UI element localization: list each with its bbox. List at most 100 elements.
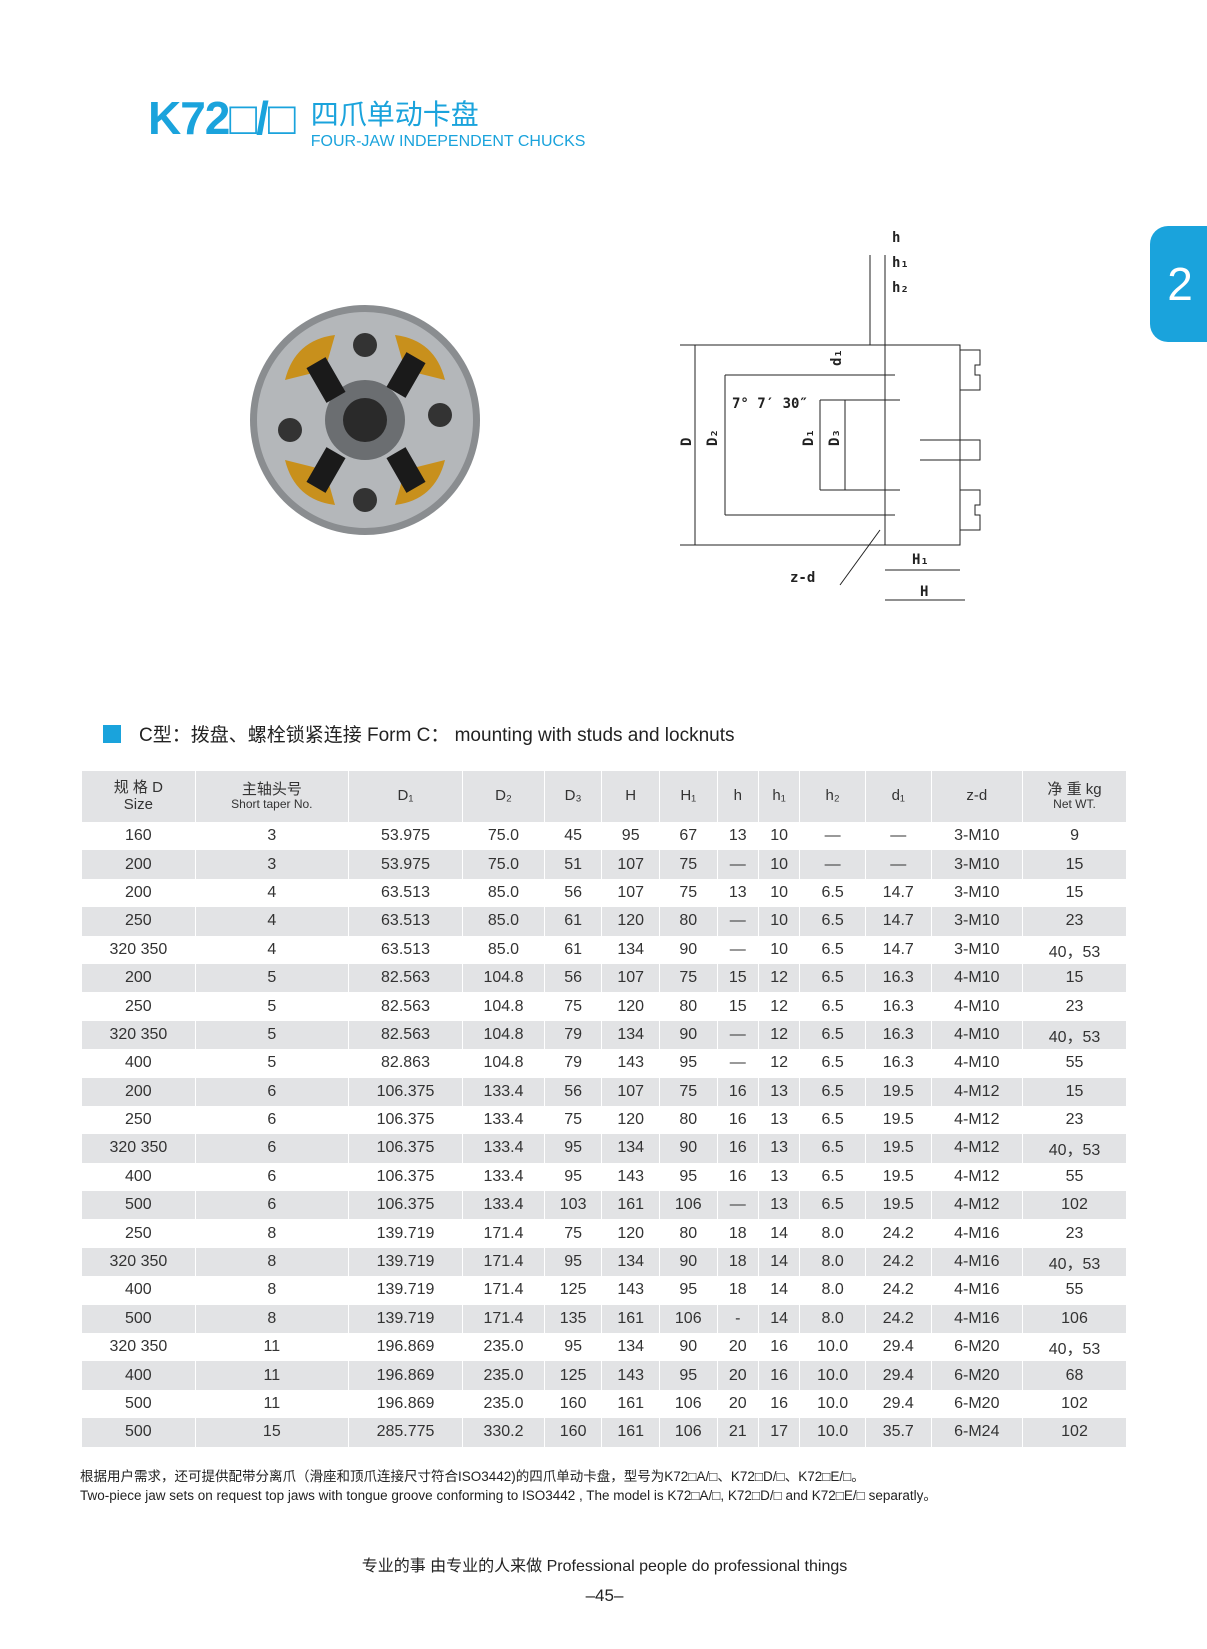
table-cell: 12 — [758, 1049, 801, 1078]
table-cell: 23 — [1022, 907, 1127, 936]
label-D3: D₃ — [827, 429, 843, 446]
table-cell: 24.2 — [865, 1247, 932, 1277]
table-cell: 4-M16 — [931, 1219, 1024, 1248]
table-cell: 400 — [82, 1049, 196, 1078]
table-row: 320 350 8 139.719 171.4 95 134 90 18 14 8.0 24.2 4-… — [82, 1247, 1127, 1277]
table-cell: 6.5 — [799, 1077, 866, 1106]
table-cell: 107 — [601, 850, 660, 879]
table-cell: 8 — [195, 1247, 349, 1277]
table-cell: 11 — [195, 1389, 349, 1419]
label-D: D — [680, 438, 695, 446]
table-cell: 10 — [758, 850, 801, 879]
label-d1: d₁ — [829, 349, 845, 366]
table-cell: 196.869 — [348, 1361, 464, 1390]
table-cell: 24.2 — [865, 1304, 932, 1334]
table-row: 320 350 5 82.563 104.8 79 134 90—12 6.5 16.3 4-M1… — [82, 1020, 1127, 1050]
table-cell: 51 — [544, 850, 603, 879]
table-cell: 161 — [601, 1389, 660, 1419]
table-cell: 14 — [758, 1219, 801, 1248]
table-cell: 80 — [659, 992, 718, 1021]
table-cell: 95 — [601, 822, 660, 851]
table-cell: 8 — [195, 1276, 349, 1305]
table-row: 320 350 6 106.375 133.4 95 134 90 16 13 6.5 19.5 4-… — [82, 1134, 1127, 1163]
table-cell: 6.5 — [799, 963, 866, 993]
table-cell: 18 — [717, 1219, 759, 1248]
table-cell: 82.863 — [348, 1049, 464, 1078]
table-cell: 16 — [717, 1077, 759, 1106]
table-cell: 29.4 — [865, 1389, 932, 1419]
table-row: 250 8 139.719 171.4 75 120 80 18 14 8.0 24.2 4-M16 2… — [82, 1219, 1127, 1248]
label-D2: D₂ — [705, 429, 721, 446]
table-row: 160 3 53.975 75.0 45 95 67 13 10— —3-M10 9 — [82, 822, 1127, 851]
table-cell: 14 — [758, 1276, 801, 1305]
table-cell: 106.375 — [348, 1134, 464, 1163]
column-header: 规 格 D Size — [82, 771, 196, 822]
table-cell: 10.0 — [799, 1361, 866, 1390]
table-cell: 143 — [601, 1162, 660, 1192]
table-cell: 3-M10 — [931, 850, 1024, 879]
table-cell: 90 — [659, 935, 718, 964]
table-cell: 200 — [82, 878, 196, 908]
table-cell: 14.7 — [865, 878, 932, 908]
table-cell: 161 — [601, 1418, 660, 1447]
table-cell: 235.0 — [462, 1333, 545, 1362]
table-cell: 16.3 — [865, 992, 932, 1021]
table-row: 500 6 106.375 133.4 103 161 106—13 6.5 19.5 4-M12… — [82, 1191, 1127, 1220]
table-cell: 400 — [82, 1276, 196, 1305]
table-cell: 15 — [1022, 878, 1127, 908]
table-row: 400 5 82.863 104.8 79 143 95—12 6.5 16.3 4-M10 55 — [82, 1049, 1127, 1078]
table-cell: 400 — [82, 1162, 196, 1192]
table-cell: 95 — [544, 1134, 603, 1163]
table-cell: 200 — [82, 1077, 196, 1106]
table-cell: 15 — [1022, 963, 1127, 993]
table-cell: 103 — [544, 1191, 603, 1220]
table-cell: 133.4 — [462, 1077, 545, 1106]
header-text: d₁ — [891, 787, 905, 805]
header-text: 净 重 kg — [1047, 780, 1102, 798]
table-cell: 12 — [758, 992, 801, 1021]
table-cell: — — [717, 1020, 759, 1050]
table-cell: 18 — [717, 1247, 759, 1277]
table-cell: 8 — [195, 1219, 349, 1248]
table-row: 400 6 106.375 133.4 95 143 95 16 13 6.5 19.5 4-M12 5… — [82, 1162, 1127, 1192]
table-cell: 82.563 — [348, 1020, 464, 1050]
table-cell: 133.4 — [462, 1191, 545, 1220]
table-cell: 120 — [601, 1219, 660, 1248]
table-cell: 14 — [758, 1304, 801, 1334]
table-cell: 40，53 — [1022, 1134, 1127, 1163]
table-cell: 104.8 — [462, 963, 545, 993]
table-row: 320 350 11 196.869 235.0 95 134 90 20 16 10.0 29.4… — [82, 1333, 1127, 1362]
table-cell: 133.4 — [462, 1162, 545, 1192]
header-text: H₁ — [680, 787, 697, 805]
header-text: Net WT. — [1053, 797, 1096, 812]
table-cell: 106 — [659, 1191, 718, 1220]
table-cell: 35.7 — [865, 1418, 932, 1447]
table-cell: 8.0 — [799, 1247, 866, 1277]
header-text: Size — [123, 795, 153, 813]
table-cell: 8.0 — [799, 1219, 866, 1248]
table-cell: 139.719 — [348, 1219, 464, 1248]
table-row: 500 15 285.775 330.2 160 161 106 21 17 10.0 35.7 6-… — [82, 1418, 1127, 1447]
section-heading: C型：拨盘、螺栓锁紧连接 Form C： mounting with studs… — [103, 720, 735, 747]
table-cell: 160 — [544, 1389, 603, 1419]
table-cell: 29.4 — [865, 1361, 932, 1390]
table-cell: 320 350 — [82, 1020, 196, 1050]
table-cell: - — [717, 1304, 759, 1334]
table-cell: 6-M20 — [931, 1361, 1024, 1390]
table-cell: 13 — [717, 878, 759, 908]
table-cell: 16 — [717, 1162, 759, 1192]
column-header: z-d — [931, 771, 1024, 822]
table-cell: 13 — [758, 1191, 801, 1220]
table-cell: 5 — [195, 963, 349, 993]
label-H1: H₁ — [912, 552, 929, 568]
table-row: 250 6 106.375 133.4 75 120 80 16 13 6.5 19.5 4-M12 2… — [82, 1105, 1127, 1135]
table-cell: 3 — [195, 850, 349, 879]
title-block: 四爪单动卡盘 FOUR-JAW INDEPENDENT CHUCKS — [311, 92, 586, 152]
table-cell: 6.5 — [799, 1020, 866, 1050]
table-cell: 90 — [659, 1247, 718, 1277]
table-cell: 6.5 — [799, 907, 866, 936]
table-row: 200 3 53.975 75.0 51 107 75—10— —3-M10 15 — [82, 850, 1127, 879]
header-text: h₂ — [825, 787, 840, 805]
table-cell: 13 — [758, 1105, 801, 1135]
table-cell: 16.3 — [865, 1049, 932, 1078]
